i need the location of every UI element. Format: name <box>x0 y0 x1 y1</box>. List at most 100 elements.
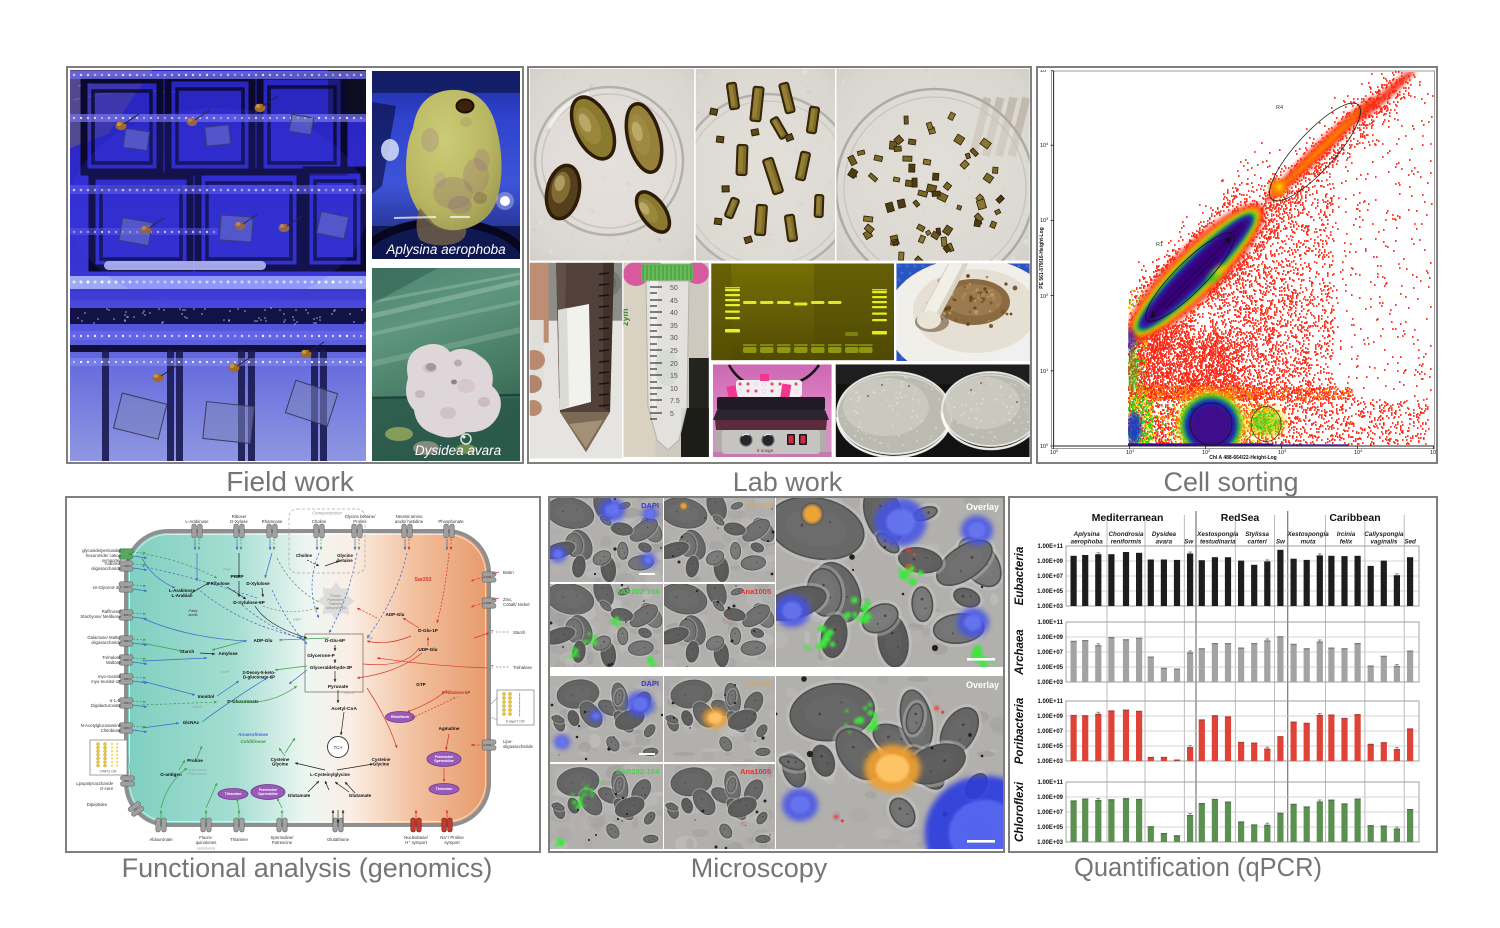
svg-text:R3: R3 <box>1252 408 1258 413</box>
svg-text:Mediterranean: Mediterranean <box>1092 512 1164 524</box>
svg-text:Osmoprotection: Osmoprotection <box>312 511 342 516</box>
svg-text:103: 103 <box>1040 217 1048 224</box>
svg-text:1.00E+07: 1.00E+07 <box>1037 729 1064 735</box>
svg-text:R2: R2 <box>1191 407 1197 412</box>
svg-text:D-Glu-6P: D-Glu-6P <box>325 638 345 643</box>
svg-text:Callyspongia: Callyspongia <box>1364 531 1404 538</box>
svg-text:35: 35 <box>670 323 678 330</box>
svg-text:Eubacteria: Eubacteria <box>1014 546 1026 605</box>
svg-text:Ana1005: Ana1005 <box>740 587 771 596</box>
svg-text:Cal825: Cal825 <box>747 679 771 688</box>
svg-text:PPP: PPP <box>452 696 460 700</box>
svg-text:Nucleobase/H⁺ symport: Nucleobase/H⁺ symport <box>404 835 429 845</box>
svg-text:Anaerolineae: Anaerolineae <box>237 732 268 738</box>
svg-text:avara: avara <box>1156 539 1173 546</box>
svg-text:1.00E+03: 1.00E+03 <box>1037 840 1064 846</box>
svg-text:D-Glucuronate: D-Glucuronate <box>227 699 259 704</box>
svg-text:?: ? <box>491 630 494 636</box>
svg-text:PE 561-579/16-Height-Log: PE 561-579/16-Height-Log <box>1039 227 1045 288</box>
svg-text:Overlay: Overlay <box>966 502 999 512</box>
svg-text:α-1,4-Digalacturonate: α-1,4-Digalacturonate <box>91 698 122 708</box>
svg-text:D-Xylulose-5P: D-Xylulose-5P <box>233 600 265 605</box>
svg-text:ADP-Glu: ADP-Glu <box>386 612 405 617</box>
svg-text:Thiamine: Thiamine <box>230 837 248 842</box>
svg-text:PPP: PPP <box>223 568 231 572</box>
svg-text:SAR202-104: SAR202-104 <box>616 587 660 596</box>
svg-text:1.00E+05: 1.00E+05 <box>1037 825 1064 831</box>
svg-text:Arabino-oligosaccharide: Arabino-oligosaccharide <box>91 561 121 571</box>
svg-text:Ana1005: Ana1005 <box>740 767 771 776</box>
svg-text:ADP-Glu: ADP-Glu <box>254 638 273 643</box>
svg-text:CWPG CM: CWPG CM <box>100 770 117 774</box>
svg-text:GaUt: GaUt <box>193 705 203 709</box>
svg-text:D-Xylulose: D-Xylulose <box>246 581 270 586</box>
svg-text:PyrOx: PyrOx <box>344 691 356 695</box>
svg-text:InoP: InoP <box>221 670 229 674</box>
svg-text:Fluoro-quinolones: Fluoro-quinolones <box>196 835 217 845</box>
svg-text:101: 101 <box>1126 449 1134 456</box>
svg-text:104: 104 <box>1040 142 1048 149</box>
svg-text:Gly: Gly <box>367 635 374 640</box>
svg-text:Phosphonate: Phosphonate <box>438 519 464 524</box>
svg-text:glycoside/pentoside/hexuronide: glycoside/pentoside/hexuronide/ cation sy… <box>82 548 122 563</box>
svg-text:40: 40 <box>670 310 678 317</box>
svg-text:?: ? <box>491 665 494 671</box>
svg-text:Choline: Choline <box>296 553 313 558</box>
svg-text:50: 50 <box>670 285 678 292</box>
svg-text:103: 103 <box>1278 449 1286 456</box>
svg-text:UDP-Glu: UDP-Glu <box>419 647 438 652</box>
svg-text:1.00E+07: 1.00E+07 <box>1037 650 1064 656</box>
svg-text:Lipo-oligosaccharide: Lipo-oligosaccharide <box>503 739 533 749</box>
svg-text:1.00E+11: 1.00E+11 <box>1037 544 1063 550</box>
svg-text:Sw: Sw <box>1184 539 1194 546</box>
svg-text:Inositol: Inositol <box>198 694 214 699</box>
svg-text:Glyceraldehyde-3P: Glyceraldehyde-3P <box>310 665 352 670</box>
svg-text:1.00E+05: 1.00E+05 <box>1037 589 1064 595</box>
svg-text:Acetyl-CoA: Acetyl-CoA <box>331 706 357 712</box>
svg-text:Xestospongia: Xestospongia <box>1196 531 1239 538</box>
svg-text:Zinc,Cobalt/ Nickel: Zinc, Cobalt/ Nickel <box>503 597 530 607</box>
svg-text:Sw: Sw <box>1276 539 1286 546</box>
svg-text:1.00E+09: 1.00E+09 <box>1037 714 1064 720</box>
svg-text:SAR202-104: SAR202-104 <box>616 767 660 776</box>
svg-text:Biotin: Biotin <box>503 570 514 575</box>
svg-text:S-layer? CM: S-layer? CM <box>506 720 525 724</box>
svg-text:Caribbean: Caribbean <box>1329 512 1380 524</box>
svg-text:Xestospongia: Xestospongia <box>1286 531 1329 538</box>
svg-text:1.00E+03: 1.00E+03 <box>1037 604 1064 610</box>
svg-text:L-Cysteinylglycine: L-Cysteinylglycine <box>310 772 350 777</box>
svg-text:101: 101 <box>1040 368 1048 375</box>
svg-text:Agmatine: Agmatine <box>439 726 460 731</box>
svg-text:Ribose/D-Xylose: Ribose/D-Xylose <box>230 514 248 524</box>
svg-text:Choline: Choline <box>312 519 327 524</box>
svg-text:Overlay: Overlay <box>966 680 999 690</box>
svg-text:105: 105 <box>1040 70 1048 74</box>
svg-text:Aldouronate: Aldouronate <box>149 837 173 842</box>
svg-text:1.00E+09: 1.00E+09 <box>1037 795 1064 801</box>
svg-text:Ircinia: Ircinia <box>1337 531 1356 538</box>
svg-text:carteri: carteri <box>1247 539 1267 546</box>
svg-text:1.00E+05: 1.00E+05 <box>1037 665 1064 671</box>
svg-text:vaginalis: vaginalis <box>1370 539 1397 546</box>
svg-text:€ noxga: € noxga <box>757 448 774 453</box>
svg-text:102: 102 <box>1202 449 1210 456</box>
svg-text:1.00E+11: 1.00E+11 <box>1037 699 1063 705</box>
svg-text:L-Arabinose: L-Arabinose <box>185 519 209 524</box>
svg-text:Glycine betaine/Proline: Glycine betaine/Proline <box>345 514 377 524</box>
svg-text:Sed: Sed <box>1404 539 1416 546</box>
svg-text:R1: R1 <box>1156 242 1163 248</box>
svg-text:L-Ribulose: L-Ribulose <box>206 581 230 586</box>
svg-text:Trehalose: Trehalose <box>513 665 533 670</box>
svg-text:Starch: Starch <box>513 630 526 635</box>
svg-text:Poribacteria: Poribacteria <box>1014 697 1026 764</box>
